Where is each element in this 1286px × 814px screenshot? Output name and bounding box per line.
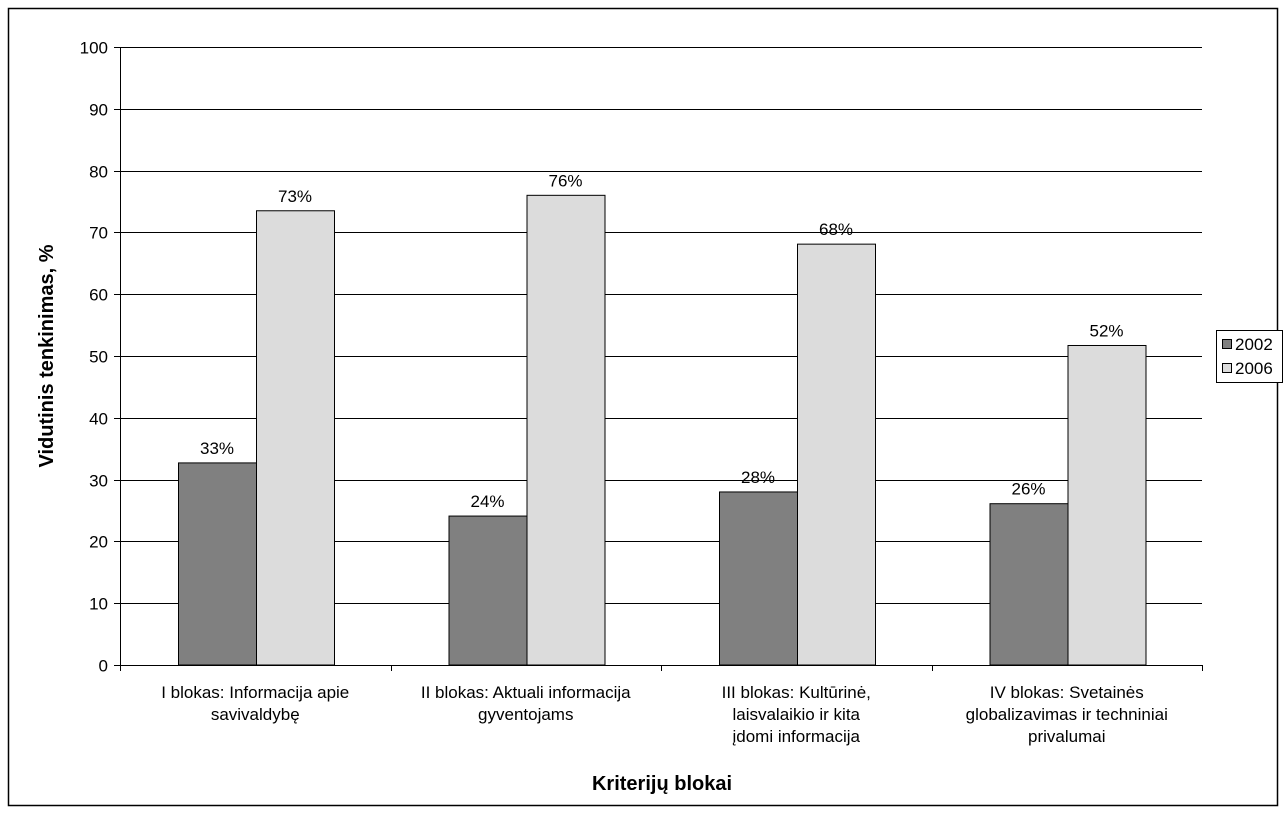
category-label: I blokas: Informacija apie savivaldybę — [161, 683, 349, 724]
bar-2006 — [526, 194, 606, 666]
bar-2006 — [797, 243, 876, 666]
legend-swatch-2006 — [1222, 363, 1232, 373]
y-tick-label: 100 — [80, 39, 108, 58]
y-tick-label: 40 — [89, 410, 108, 429]
bar-2002 — [178, 462, 257, 666]
category-label-line: gyventojams — [478, 705, 573, 724]
y-tick-label: 0 — [99, 657, 108, 676]
x-axis-title: Kriterijų blokai — [592, 773, 732, 795]
y-axis-title: Vidutinis tenkinimas, % — [36, 244, 58, 467]
data-label: 52% — [1089, 321, 1123, 340]
category-label-line: I blokas: Informacija apie — [161, 683, 349, 702]
bar-2002 — [448, 515, 528, 666]
bar-2006 — [256, 210, 335, 666]
data-label: 24% — [470, 492, 504, 511]
y-tick-label: 10 — [89, 595, 108, 614]
data-label: 33% — [200, 439, 234, 458]
axes — [114, 47, 1203, 671]
legend-label-2002: 2002 — [1235, 335, 1273, 354]
bar-2002 — [719, 491, 798, 666]
data-label: 68% — [819, 220, 853, 239]
category-label: II blokas: Aktuali informacija gyventojam… — [421, 683, 631, 724]
category-label-line: laisvalaikio ir kita — [732, 705, 860, 724]
legend: 2002 2006 — [1216, 330, 1283, 383]
category-label-line: įdomi informacija — [732, 727, 860, 746]
category-label-line: III blokas: Kultūrinė, — [722, 683, 871, 702]
labels: 0 10 20 30 40 50 60 70 80 90 100 33% 24% 28% 26% 73% 76%… — [80, 39, 1168, 747]
legend-swatch-2002 — [1222, 339, 1232, 349]
bar-2006 — [1067, 344, 1147, 666]
category-label-line: IV blokas: Svetainės — [990, 683, 1144, 702]
legend-label-2006: 2006 — [1235, 359, 1273, 378]
y-tick-label: 30 — [89, 472, 108, 491]
y-tick-label: 70 — [89, 224, 108, 243]
category-label-line: globalizavimas ir techniniai — [966, 705, 1168, 724]
y-tick-label: 80 — [89, 163, 108, 182]
category-label: III blokas: Kultūrinė, laisvalaikio ir ki… — [722, 683, 871, 746]
data-label: 28% — [741, 468, 775, 487]
y-tick-label: 90 — [89, 101, 108, 120]
y-tick-label: 50 — [89, 348, 108, 367]
data-label: 76% — [548, 171, 582, 190]
category-label-line: II blokas: Aktuali informacija — [421, 683, 631, 702]
y-tick-label: 60 — [89, 286, 108, 305]
category-label-line: privalumai — [1028, 727, 1105, 746]
data-label: 73% — [278, 187, 312, 206]
bar-2002 — [989, 503, 1069, 666]
category-label: IV blokas: Svetainės globalizavimas ir te… — [966, 683, 1168, 746]
data-label: 26% — [1011, 480, 1045, 499]
category-label-line: savivaldybę — [211, 705, 300, 724]
chart-frame — [7, 7, 1279, 807]
y-tick-label: 20 — [89, 533, 108, 552]
